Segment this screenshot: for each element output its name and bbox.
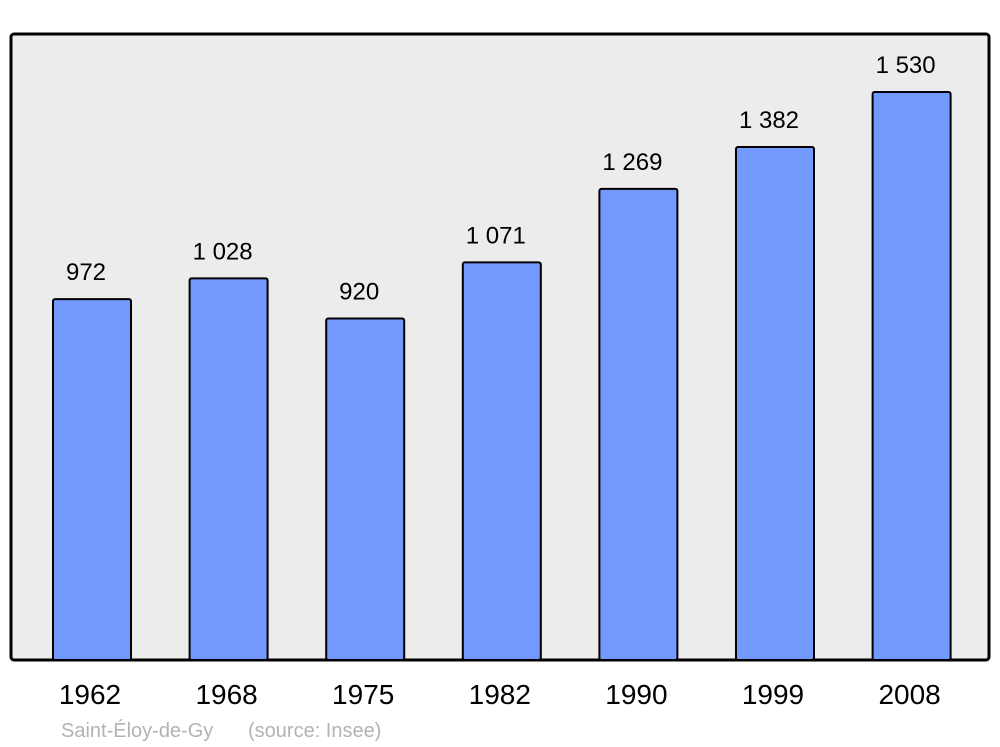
data-label-1990: 1 269: [602, 149, 662, 176]
data-label-1975: 920: [339, 278, 379, 305]
x-tick-label-1982: 1982: [469, 679, 531, 710]
data-label-1982: 1 071: [466, 222, 526, 249]
data-label-2008: 1 530: [876, 52, 936, 79]
bar-1999: [735, 145, 815, 661]
x-tick-label-1968: 1968: [195, 679, 257, 710]
x-tick-label-2008: 2008: [878, 679, 940, 710]
bar-1975: [325, 317, 406, 661]
x-tick-label-1975: 1975: [332, 679, 394, 710]
data-label-1999: 1 382: [739, 107, 799, 134]
data-label-1968: 1 028: [193, 238, 253, 265]
bar-2008: [871, 91, 952, 661]
bar-1962: [52, 298, 132, 661]
bar-1990: [598, 187, 679, 662]
x-tick-label-1990: 1990: [605, 679, 667, 710]
footer-source: (source: Insee): [248, 720, 381, 742]
footer-place: Saint-Éloy-de-Gy: [61, 719, 213, 742]
bar-1982: [461, 261, 542, 661]
x-tick-label-1962: 1962: [59, 679, 121, 710]
x-tick-label-1999: 1999: [742, 679, 804, 710]
data-label-1962: 972: [66, 259, 106, 286]
bar-1968: [188, 277, 269, 661]
